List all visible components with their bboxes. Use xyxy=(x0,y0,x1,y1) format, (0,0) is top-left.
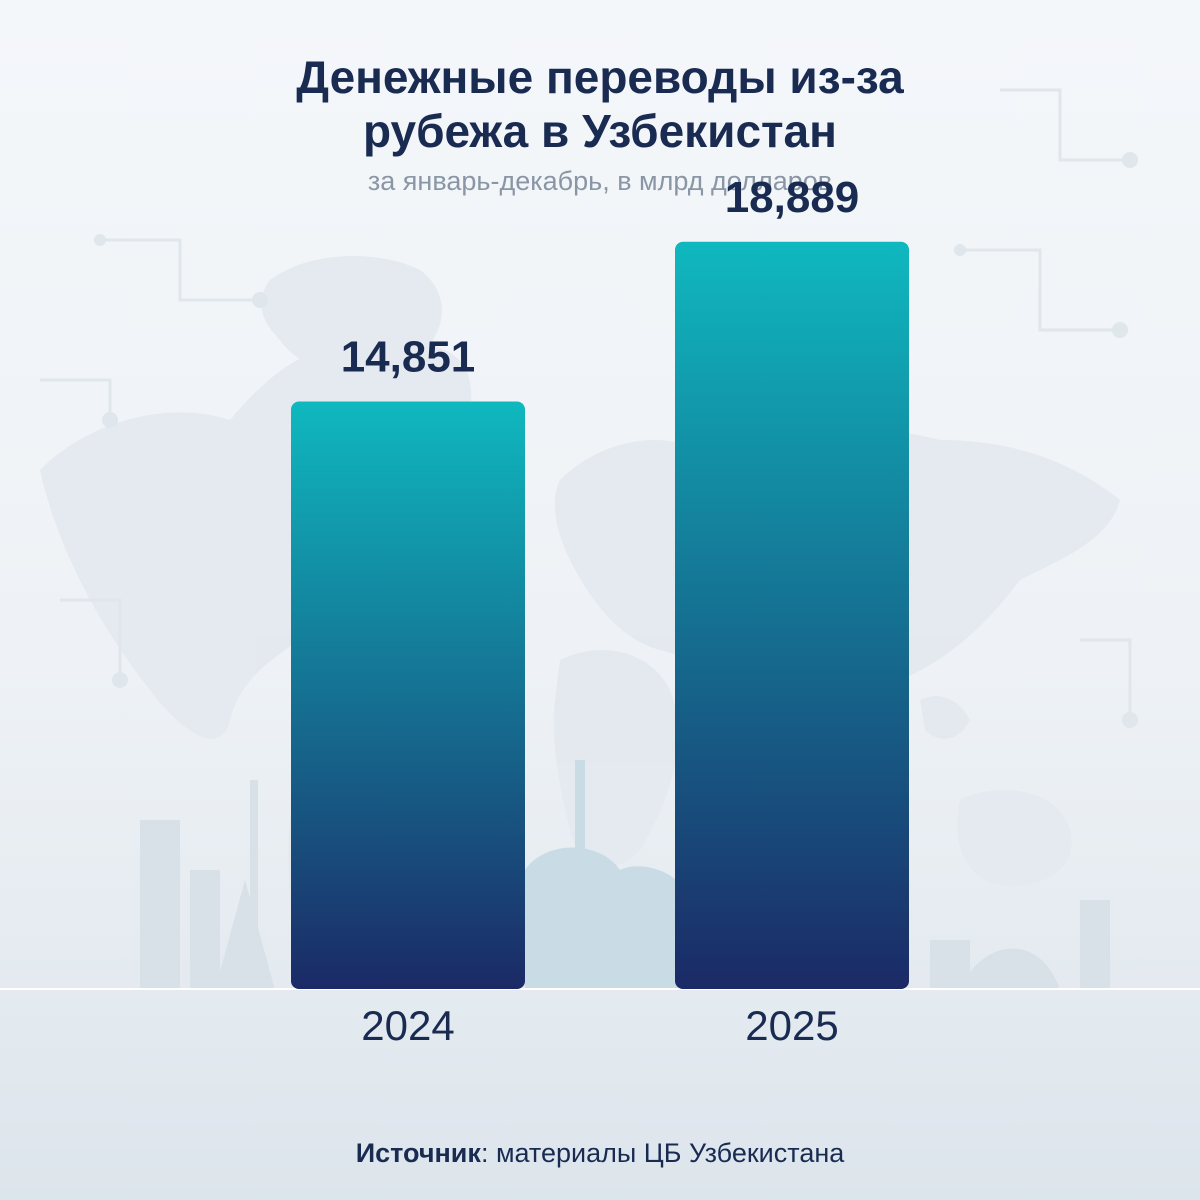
x-tick-label-2024: 2024 xyxy=(361,1002,454,1049)
x-tick-label-2025: 2025 xyxy=(745,1002,838,1049)
data-label-2025: 18,889 xyxy=(725,173,860,222)
circuit-nodes xyxy=(94,152,1138,728)
chart-title: Денежные переводы из-за рубежа в Узбекис… xyxy=(0,50,1200,158)
mosque-illustration xyxy=(525,760,690,990)
skyline-illustration xyxy=(140,780,1110,990)
source-note: Источник: материалы ЦБ Узбекистана xyxy=(0,1138,1200,1169)
source-text: : материалы ЦБ Узбекистана xyxy=(480,1138,845,1168)
source-label: Источник xyxy=(355,1138,481,1168)
data-label-2024: 14,851 xyxy=(341,332,476,381)
chart-title-line-2: рубежа в Узбекистан xyxy=(363,105,837,157)
circuit-lines xyxy=(40,88,1132,720)
bar-2024 xyxy=(291,401,525,989)
chart-subtitle: за январь-декабрь, в млрд долларов xyxy=(367,166,833,196)
bar-2025 xyxy=(675,241,909,989)
chart-title-line-1: Денежные переводы из-за xyxy=(296,51,904,103)
